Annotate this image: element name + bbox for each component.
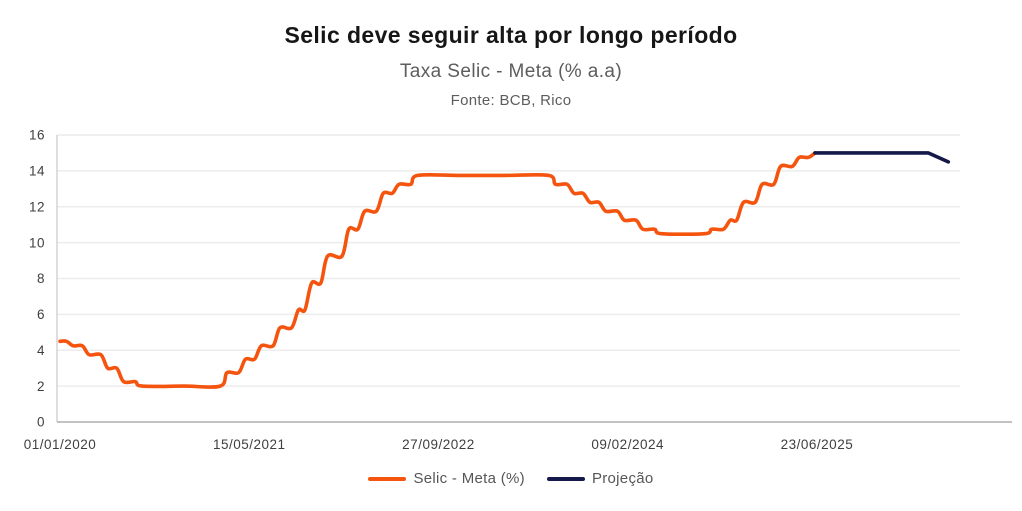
x-tick-label: 01/01/2020 xyxy=(24,437,97,452)
legend-item-projecao: Projeção xyxy=(546,470,654,487)
y-tick-label: 12 xyxy=(29,199,45,214)
x-tick-label: 09/02/2024 xyxy=(591,437,664,452)
chart-subtitle: Taxa Selic - Meta (% a.a) xyxy=(399,61,623,82)
x-tick-label: 23/06/2025 xyxy=(781,437,854,452)
legend-label-selic-meta: Selic - Meta (%) xyxy=(413,470,525,487)
selic-meta-line xyxy=(58,151,817,389)
y-tick-label: 10 xyxy=(29,235,45,250)
legend-item-selic-meta: Selic - Meta (%) xyxy=(368,470,525,487)
y-tick-label: 0 xyxy=(37,415,45,430)
legend-swatch-projecao xyxy=(546,476,585,481)
y-tick-label: 8 xyxy=(37,271,45,286)
chart-source: Fonte: BCB, Rico xyxy=(450,92,572,109)
y-tick-label: 6 xyxy=(37,307,45,322)
y-tick-label: 14 xyxy=(29,164,45,179)
projecao-line xyxy=(813,151,951,164)
y-tick-label: 4 xyxy=(37,343,45,358)
x-tick-label: 15/05/2021 xyxy=(213,437,286,452)
legend-swatch-selic-meta xyxy=(368,476,407,481)
y-tick-label: 2 xyxy=(37,379,45,394)
chart-title: Selic deve seguir alta por longo período xyxy=(284,22,738,48)
legend-label-projecao: Projeção xyxy=(591,470,654,487)
chart-legend: Selic - Meta (%) Projeção xyxy=(0,470,1022,487)
x-tick-label: 27/09/2022 xyxy=(402,437,475,452)
y-tick-label: 16 xyxy=(29,128,45,143)
